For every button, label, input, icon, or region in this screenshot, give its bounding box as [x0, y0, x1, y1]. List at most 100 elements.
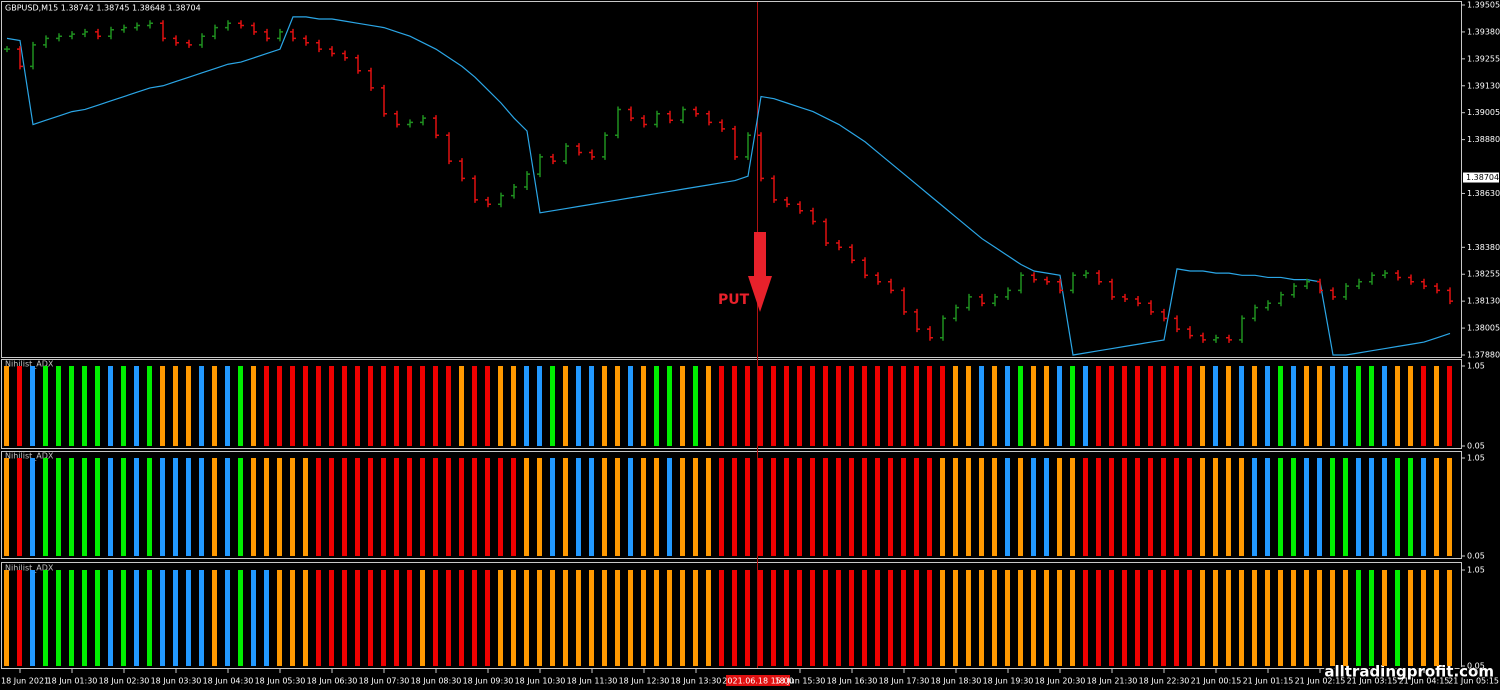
- price-bar: [173, 35, 179, 46]
- indicator-bar: [329, 570, 334, 666]
- indicator-bar: [1122, 570, 1127, 666]
- price-bar: [966, 293, 972, 311]
- indicator-bar: [680, 458, 685, 556]
- y-tick-label: 0.05: [1467, 442, 1485, 451]
- indicator-bar: [433, 570, 438, 666]
- indicator-bar: [264, 570, 269, 666]
- indicator-bar: [459, 570, 464, 666]
- indicator-bar: [771, 570, 776, 666]
- indicator-bar: [1083, 570, 1088, 666]
- indicator-bar: [329, 458, 334, 556]
- indicator-bar: [1161, 570, 1166, 666]
- indicator-bar: [199, 458, 204, 556]
- indicator-bar: [316, 366, 321, 446]
- indicator-bar: [1070, 366, 1075, 446]
- indicator-bar: [82, 458, 87, 556]
- x-tick-label: 18 Jun 15:30: [775, 677, 826, 686]
- indicator-bar: [810, 570, 815, 666]
- indicator-bar: [901, 570, 906, 666]
- indicator-bar: [862, 366, 867, 446]
- indicator-bar: [1226, 570, 1231, 666]
- indicator-bar: [628, 366, 633, 446]
- indicator-bar: [914, 458, 919, 556]
- indicator-bar: [732, 366, 737, 446]
- indicator-bar: [290, 366, 295, 446]
- price-bar: [576, 143, 582, 156]
- price-bar: [485, 196, 491, 208]
- indicator-bar: [199, 570, 204, 666]
- indicator-bar: [4, 458, 9, 556]
- indicator-bar: [264, 458, 269, 556]
- x-tick-label: 18 Jun 08:30: [411, 677, 462, 686]
- indicator-bar: [368, 570, 373, 666]
- price-bar: [1200, 332, 1206, 343]
- y-tick-label: 1.38130: [1467, 297, 1500, 306]
- price-bar: [849, 244, 855, 264]
- indicator-bar: [823, 458, 828, 556]
- indicator-bar: [849, 458, 854, 556]
- indicator-bar: [1031, 458, 1036, 556]
- indicator-bar: [1265, 366, 1270, 446]
- indicator-bar: [4, 366, 9, 446]
- indicator-bar: [498, 366, 503, 446]
- indicator-bar: [849, 366, 854, 446]
- indicator-bar: [316, 570, 321, 666]
- indicator-bar: [719, 570, 724, 666]
- indicator-bar: [381, 458, 386, 556]
- indicator-bar: [1265, 570, 1270, 666]
- x-tick-label: 18 Jun 09:30: [463, 677, 514, 686]
- indicator-bar: [1109, 458, 1114, 556]
- indicator-bar: [979, 458, 984, 556]
- price-bar: [407, 119, 413, 128]
- y-tick-label: 1.38380: [1467, 243, 1500, 252]
- indicator-bar: [706, 366, 711, 446]
- indicator-bar: [1356, 458, 1361, 556]
- indicator-bar: [1278, 458, 1283, 556]
- indicator-bar: [199, 366, 204, 446]
- price-bar: [134, 22, 140, 31]
- price-bar: [147, 20, 153, 29]
- indicator-bar: [43, 570, 48, 666]
- indicator-bar: [511, 366, 516, 446]
- indicator-bar: [1148, 366, 1153, 446]
- indicator-bar: [1304, 458, 1309, 556]
- x-tick-label: 18 Jun 21:30: [1087, 677, 1138, 686]
- indicator-bar: [1434, 570, 1439, 666]
- y-tick-label: 1.37880: [1467, 351, 1500, 360]
- price-bar: [875, 272, 881, 285]
- indicator-bar: [1343, 366, 1348, 446]
- price-bar: [1330, 287, 1336, 300]
- indicator-bar: [407, 458, 412, 556]
- indicator-bar: [550, 570, 555, 666]
- indicator-bar: [407, 570, 412, 666]
- price-bar: [1317, 278, 1323, 294]
- indicator-bar: [433, 458, 438, 556]
- x-tick-label: 21 Jun 03:15: [1347, 677, 1398, 686]
- price-bar: [940, 315, 946, 341]
- indicator-bar: [277, 570, 282, 666]
- y-tick-label: 1.38255: [1467, 270, 1500, 279]
- indicator-bar: [147, 458, 152, 556]
- price-bar: [368, 67, 374, 91]
- indicator-bar: [1304, 570, 1309, 666]
- indicator-bar: [1070, 570, 1075, 666]
- indicator-bar: [927, 570, 932, 666]
- indicator-bar: [719, 366, 724, 446]
- price-bar: [342, 50, 348, 61]
- indicator-bar: [524, 366, 529, 446]
- indicator-bar: [667, 366, 672, 446]
- indicator-bar: [134, 366, 139, 446]
- indicator-bar: [394, 366, 399, 446]
- indicator-bar: [966, 458, 971, 556]
- indicator-bar: [1239, 366, 1244, 446]
- indicator-bar: [342, 458, 347, 556]
- y-tick-label: 1.39255: [1467, 54, 1500, 63]
- indicator-bar: [1395, 570, 1400, 666]
- x-tick-label: 21 Jun 05:15: [1448, 677, 1499, 686]
- indicator-bar: [342, 570, 347, 666]
- indicator-bar: [1447, 458, 1452, 556]
- indicator-bar: [589, 366, 594, 446]
- indicator-bar: [1187, 570, 1192, 666]
- price-bar: [667, 110, 673, 124]
